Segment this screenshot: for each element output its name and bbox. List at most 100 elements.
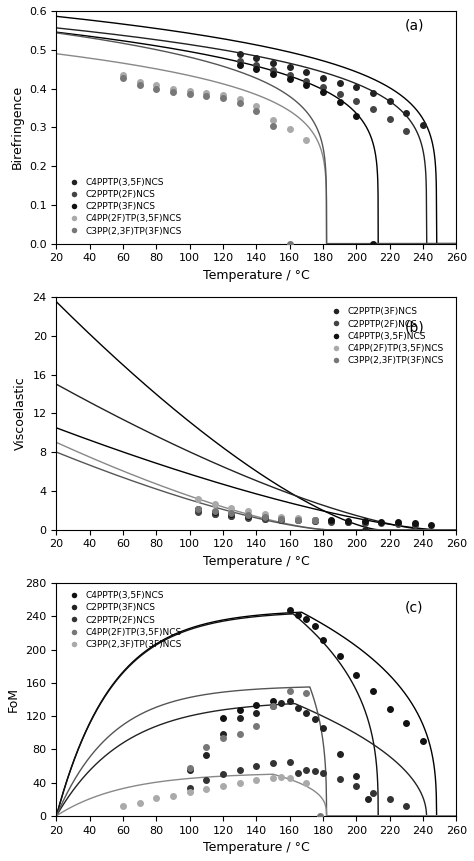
Point	[245, 511, 252, 524]
Point	[353, 769, 360, 783]
Point	[286, 684, 293, 698]
Point	[419, 119, 427, 133]
Point	[303, 612, 310, 626]
Point	[286, 603, 293, 616]
Point	[303, 74, 310, 88]
Y-axis label: FoM: FoM	[7, 687, 20, 712]
Point	[253, 698, 260, 712]
Point	[336, 772, 344, 786]
Point	[336, 96, 344, 109]
Point	[203, 89, 210, 102]
Text: (a): (a)	[404, 19, 424, 33]
Point	[203, 783, 210, 796]
Point	[411, 518, 419, 532]
Point	[278, 511, 285, 525]
Point	[345, 515, 352, 529]
Point	[253, 773, 260, 787]
Point	[286, 771, 293, 784]
Point	[286, 72, 293, 86]
Point	[236, 92, 244, 106]
Point	[186, 763, 193, 777]
X-axis label: Temperature / °C: Temperature / °C	[203, 555, 310, 568]
Point	[403, 124, 410, 138]
Point	[386, 703, 393, 716]
Point	[119, 799, 127, 813]
Text: (c): (c)	[404, 600, 423, 614]
Point	[169, 84, 177, 98]
Point	[261, 511, 269, 524]
Point	[319, 71, 327, 84]
Point	[253, 52, 260, 65]
Point	[369, 237, 377, 251]
Point	[286, 60, 293, 74]
Point	[386, 112, 393, 126]
Point	[219, 91, 227, 105]
Point	[186, 760, 193, 774]
Point	[236, 96, 244, 110]
Point	[261, 512, 269, 526]
Point	[294, 608, 302, 622]
Point	[353, 94, 360, 108]
Point	[236, 777, 244, 790]
Point	[136, 796, 144, 810]
Point	[311, 514, 319, 528]
Point	[269, 757, 277, 771]
Point	[245, 509, 252, 523]
Point	[294, 511, 302, 525]
Point	[245, 511, 252, 524]
Point	[419, 734, 427, 748]
Point	[203, 773, 210, 787]
Point	[345, 515, 352, 529]
Point	[286, 122, 293, 136]
Point	[194, 503, 202, 517]
Point	[311, 513, 319, 527]
Point	[336, 87, 344, 101]
Point	[253, 59, 260, 72]
Point	[236, 54, 244, 68]
Point	[211, 507, 219, 521]
Point	[253, 104, 260, 118]
Point	[269, 67, 277, 81]
Point	[369, 785, 377, 799]
Point	[328, 513, 335, 527]
Point	[361, 523, 369, 536]
Point	[119, 68, 127, 82]
Point	[294, 513, 302, 527]
Point	[261, 507, 269, 521]
Point	[253, 759, 260, 773]
Point	[194, 502, 202, 516]
Point	[294, 512, 302, 526]
Point	[278, 512, 285, 526]
Point	[303, 706, 310, 720]
Point	[403, 799, 410, 813]
Legend: C2PPTP(3F)NCS, C2PPTP(2F)NCS, C4PPTP(3,5F)NCS, C4PP(2F)TP(3,5F)NCS, C3PP(2,3F)TP: C2PPTP(3F)NCS, C2PPTP(2F)NCS, C4PPTP(3,5…	[324, 304, 448, 369]
Point	[278, 513, 285, 527]
Point	[278, 696, 285, 709]
Point	[336, 76, 344, 90]
Point	[136, 77, 144, 91]
Point	[345, 514, 352, 528]
Point	[294, 513, 302, 527]
Point	[294, 765, 302, 779]
Text: (b): (b)	[404, 321, 424, 335]
Point	[253, 100, 260, 114]
Point	[386, 792, 393, 806]
Point	[269, 771, 277, 784]
Point	[194, 492, 202, 505]
Point	[369, 102, 377, 115]
Point	[336, 747, 344, 761]
Point	[186, 781, 193, 795]
Point	[153, 78, 160, 92]
Point	[211, 505, 219, 518]
Point	[311, 513, 319, 527]
Point	[336, 649, 344, 663]
Point	[203, 748, 210, 762]
Point	[353, 667, 360, 681]
Point	[236, 59, 244, 72]
Point	[219, 728, 227, 741]
Point	[303, 776, 310, 790]
Point	[316, 808, 324, 822]
Point	[186, 87, 193, 101]
Point	[369, 86, 377, 100]
Point	[228, 509, 235, 523]
